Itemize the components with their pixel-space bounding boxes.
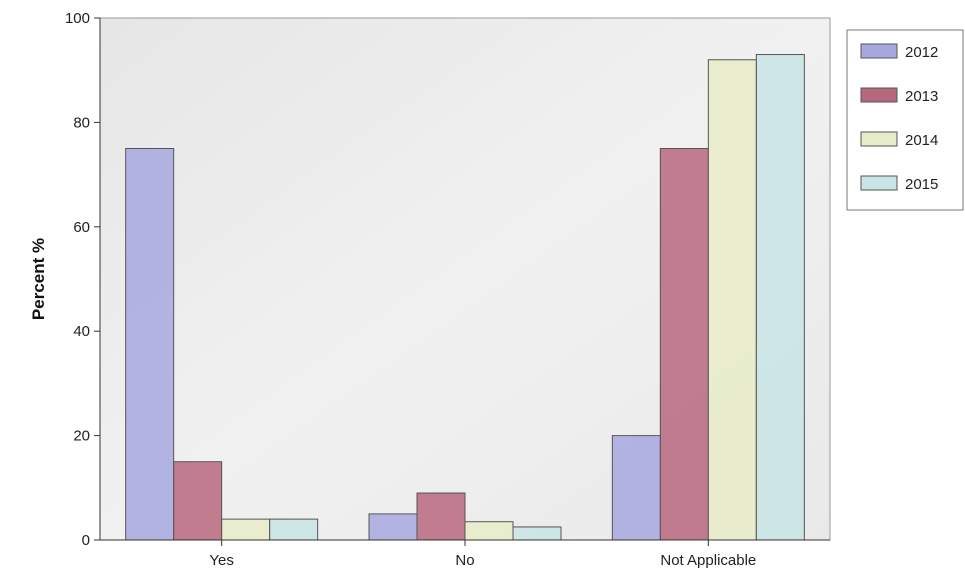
y-tick-label: 80 xyxy=(73,114,90,131)
bar-2014-yes xyxy=(221,518,271,541)
bar-2012-yes xyxy=(125,148,175,541)
y-axis-title: Percent % xyxy=(29,238,48,320)
x-tick-label: Not Applicable xyxy=(660,552,756,569)
y-tick-label: 60 xyxy=(73,219,90,236)
bars xyxy=(125,54,805,541)
x-axis-labels: Yes No Not Applicable xyxy=(209,540,756,569)
y-axis-ticks: 0 20 40 60 80 100 xyxy=(65,10,100,549)
legend-swatch-2014 xyxy=(860,131,898,147)
bar-2013-yes xyxy=(173,461,223,541)
legend-label-2015: 2015 xyxy=(905,176,938,193)
bar-2013-no xyxy=(416,492,466,541)
y-tick-label: 20 xyxy=(73,428,90,445)
bar-2012-no xyxy=(368,513,418,541)
y-tick-label: 100 xyxy=(65,10,90,27)
legend-label-2013: 2013 xyxy=(905,88,938,105)
bar-2013-not-applicable xyxy=(659,148,709,541)
y-tick-label: 0 xyxy=(82,532,90,549)
bar-2014-no xyxy=(464,521,514,541)
bar-2012-not-applicable xyxy=(611,435,661,541)
legend-swatch-2013 xyxy=(860,87,898,103)
x-tick-label: Yes xyxy=(209,552,233,569)
y-tick-label: 40 xyxy=(73,323,90,340)
bar-2015-not-applicable xyxy=(755,54,805,541)
legend-swatch-2012 xyxy=(860,43,898,59)
legend-label-2012: 2012 xyxy=(905,44,938,61)
bar-2015-no xyxy=(512,526,562,541)
x-tick-label: No xyxy=(455,552,474,569)
legend: 2012 2013 2014 2015 xyxy=(846,29,964,211)
legend-swatch-2015 xyxy=(860,175,898,191)
bar-2014-not-applicable xyxy=(707,59,757,541)
bar-2015-yes xyxy=(269,518,319,541)
legend-label-2014: 2014 xyxy=(905,132,938,149)
